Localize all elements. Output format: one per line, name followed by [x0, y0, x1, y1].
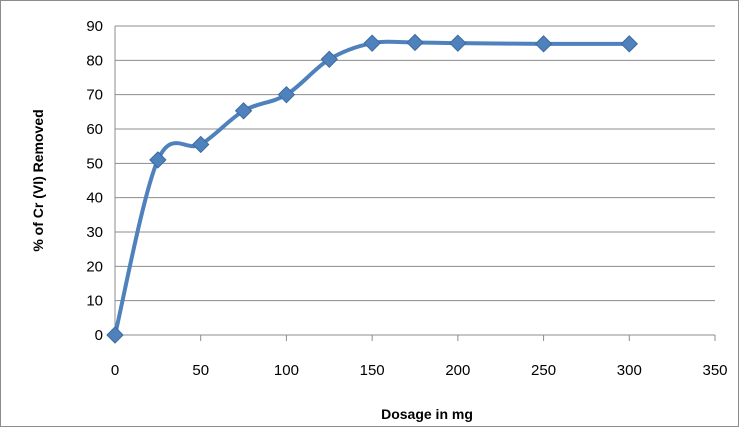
x-tick-label: 300 [617, 362, 642, 379]
series-layer [106, 33, 638, 344]
x-tick-label: 0 [111, 362, 119, 379]
y-tick-label: 10 [86, 293, 103, 310]
x-tick-label: 100 [274, 362, 299, 379]
axes [114, 26, 716, 341]
x-tick-label: 350 [702, 362, 727, 379]
data-point-marker [192, 135, 210, 154]
data-point-marker [534, 35, 553, 53]
data-point-marker [449, 34, 467, 52]
gridlines [115, 25, 715, 302]
y-tick-label: 90 [86, 18, 103, 35]
x-tick-label: 200 [445, 362, 470, 379]
data-point-marker [363, 34, 381, 52]
data-point-marker [234, 102, 253, 120]
y-tick-label: 40 [86, 190, 103, 207]
data-point-marker [149, 151, 167, 169]
y-tick-label: 0 [95, 327, 103, 344]
y-axis-title: % of Cr (VI) Removed [30, 109, 46, 251]
data-point-marker [106, 326, 124, 344]
data-point-marker [320, 50, 338, 69]
series-line [113, 39, 632, 337]
tick-labels: 0 10 20 30 40 50 60 70 80 90 0 50 100 150 200 250 300 350 [86, 18, 727, 379]
y-tick-label: 50 [86, 155, 103, 172]
y-tick-label: 60 [86, 121, 103, 138]
y-tick-label: 30 [86, 224, 103, 241]
x-tick-label: 150 [360, 362, 385, 379]
x-tick-label: 50 [192, 362, 209, 379]
data-point-marker [406, 33, 424, 52]
y-tick-label: 80 [86, 52, 103, 69]
y-tick-label: 70 [86, 87, 103, 104]
x-axis-title: Dosage in mg [381, 406, 473, 422]
y-tick-label: 20 [86, 258, 103, 275]
data-point-marker [277, 85, 296, 104]
data-point-marker [620, 35, 638, 53]
x-tick-label: 250 [531, 362, 556, 379]
